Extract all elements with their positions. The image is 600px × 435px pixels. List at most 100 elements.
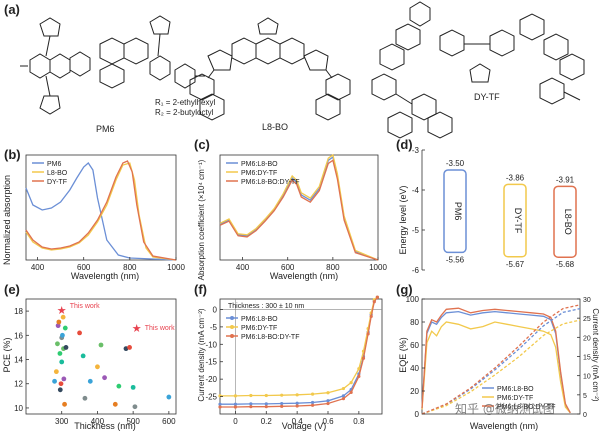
legend-label: PM6:L8-BO:DY-TF (497, 404, 555, 411)
legend-label: PM6:L8-BO (497, 386, 534, 393)
y-tick-label: 40 (410, 364, 419, 373)
highlight-star: ★ (57, 305, 67, 317)
chart-b-line-dy-tf (25, 160, 177, 261)
legend-marker (230, 334, 234, 338)
chart-d-energy-levels: Energy level (eV) -3 -4 -5 -6 PM6 -3.50 -5.56 D… (398, 146, 577, 275)
chart-e-xlabel: Thickness (nm) (74, 421, 136, 431)
jv-marker (264, 402, 268, 406)
chart-g-eqe-line-2 (421, 307, 571, 414)
l8bo-name: L8-BO (262, 122, 288, 132)
chart-g-eqe-line-1 (421, 321, 571, 414)
y2-tick-label: 10 (583, 374, 591, 381)
jv-marker (295, 401, 299, 405)
legend-label: PM6:L8-BO (241, 316, 278, 323)
scatter-point (166, 394, 172, 400)
jv-marker (375, 295, 379, 299)
jv-marker (264, 405, 268, 409)
panel-label-e: (e) (4, 282, 20, 297)
jv-marker (369, 314, 373, 319)
chart-e-pce-thickness: PCE (%) Thickness (nm) 300 400 500 600 10 12 1… (2, 298, 177, 431)
homo-value: -5.56 (446, 255, 465, 264)
chart-g-xlabel: Wavelength (nm) (470, 421, 538, 431)
jv-marker (361, 356, 366, 360)
homo-value: -5.67 (506, 260, 525, 269)
this-work-label: This work (145, 325, 175, 332)
molecular-structures: R₁ = 2-ethylhexyl R₂ = 2-butyloctyl PM6 … (20, 1, 585, 139)
x-tick-label: 600 (162, 417, 176, 426)
y-tick-label: -25 (205, 393, 217, 402)
jv-marker (326, 399, 330, 403)
x-tick-label: 600 (281, 263, 295, 272)
lumo-value: -3.91 (556, 175, 575, 184)
chart-f-frame (219, 298, 383, 415)
x-tick-label: 0.4 (292, 417, 304, 426)
x-tick-label: 0.6 (322, 417, 334, 426)
scatter-point (63, 345, 69, 350)
pm6-r1-label: R₁ = 2-ethylhexyl (155, 98, 216, 107)
y-tick-label: 0 (415, 410, 420, 419)
jv-marker (310, 400, 315, 405)
chart-b-frame (25, 154, 177, 261)
panel-label-b: (b) (4, 147, 21, 162)
scatter-point (102, 375, 107, 381)
chart-f-xlabel: Voltage (V) (282, 421, 327, 431)
chart-c-frame (219, 154, 379, 261)
y-tick-label: -15 (205, 358, 217, 367)
legend-label: PM6:L8-BO (241, 161, 278, 168)
y-tick-label: 16 (14, 331, 23, 340)
legend-label: DY-TF (47, 179, 67, 186)
y-tick-label: 20 (410, 387, 419, 396)
scatter-point (55, 323, 61, 329)
chart-g-integrated-line-1 (421, 319, 581, 415)
scatter-point (59, 359, 65, 365)
y2-tick-label: 25 (583, 316, 591, 323)
chart-g-ylabel: EQE (%) (398, 337, 408, 373)
panel-label-g: (g) (396, 282, 413, 297)
y2-tick-label: 15 (583, 355, 591, 362)
scatter-point (60, 332, 65, 338)
x-tick-label: 500 (126, 417, 140, 426)
scatter-point (53, 369, 59, 375)
jv-marker (341, 394, 346, 398)
chart-b-ylabel: Normalized absorption (2, 175, 12, 265)
y-tick-label: 100 (406, 295, 420, 304)
jv-marker (357, 367, 361, 371)
jv-marker (233, 394, 238, 398)
jv-marker (249, 393, 253, 398)
homo-value: -5.68 (556, 260, 575, 269)
chart-g-integrated-line-2 (421, 304, 581, 415)
chart-e-frame (25, 298, 177, 415)
scatter-point (87, 378, 93, 384)
y-tick-label: -20 (205, 375, 217, 384)
energy-box-label: L8-BO (563, 209, 573, 235)
highlight-star: ★ (132, 323, 142, 335)
jv-marker (310, 392, 315, 396)
x-tick-label: 600 (77, 263, 91, 272)
scatter-point (77, 330, 82, 336)
scatter-point (60, 314, 66, 320)
chart-c-line-2 (219, 159, 379, 261)
panel-label-d: (d) (396, 137, 413, 152)
y-tick-label: 18 (14, 307, 23, 316)
pm6-name: PM6 (96, 124, 115, 134)
legend-label: L8-BO (47, 170, 68, 177)
jv-marker (233, 402, 238, 406)
jv-marker (341, 386, 346, 391)
jv-marker (218, 394, 222, 398)
jv-marker (366, 332, 370, 336)
scatter-point (80, 353, 86, 359)
jv-marker (349, 390, 353, 394)
energy-box-label: PM6 (453, 202, 463, 221)
l8bo-structure (189, 17, 351, 121)
legend-label: PM6:L8-BO:DY-TF (241, 179, 299, 186)
x-tick-label: 0.2 (261, 417, 273, 426)
chart-f-line-2 (220, 296, 378, 408)
jv-marker (310, 403, 315, 407)
x-tick-label: 1000 (167, 263, 185, 272)
scatter-point (116, 383, 122, 389)
jv-marker (249, 405, 253, 409)
chart-b-line-pm6 (25, 162, 177, 261)
chart-c-xlabel: Wavelength (nm) (270, 271, 338, 281)
jv-marker (357, 374, 361, 378)
legend-label: PM6:DY-TF (241, 170, 277, 177)
